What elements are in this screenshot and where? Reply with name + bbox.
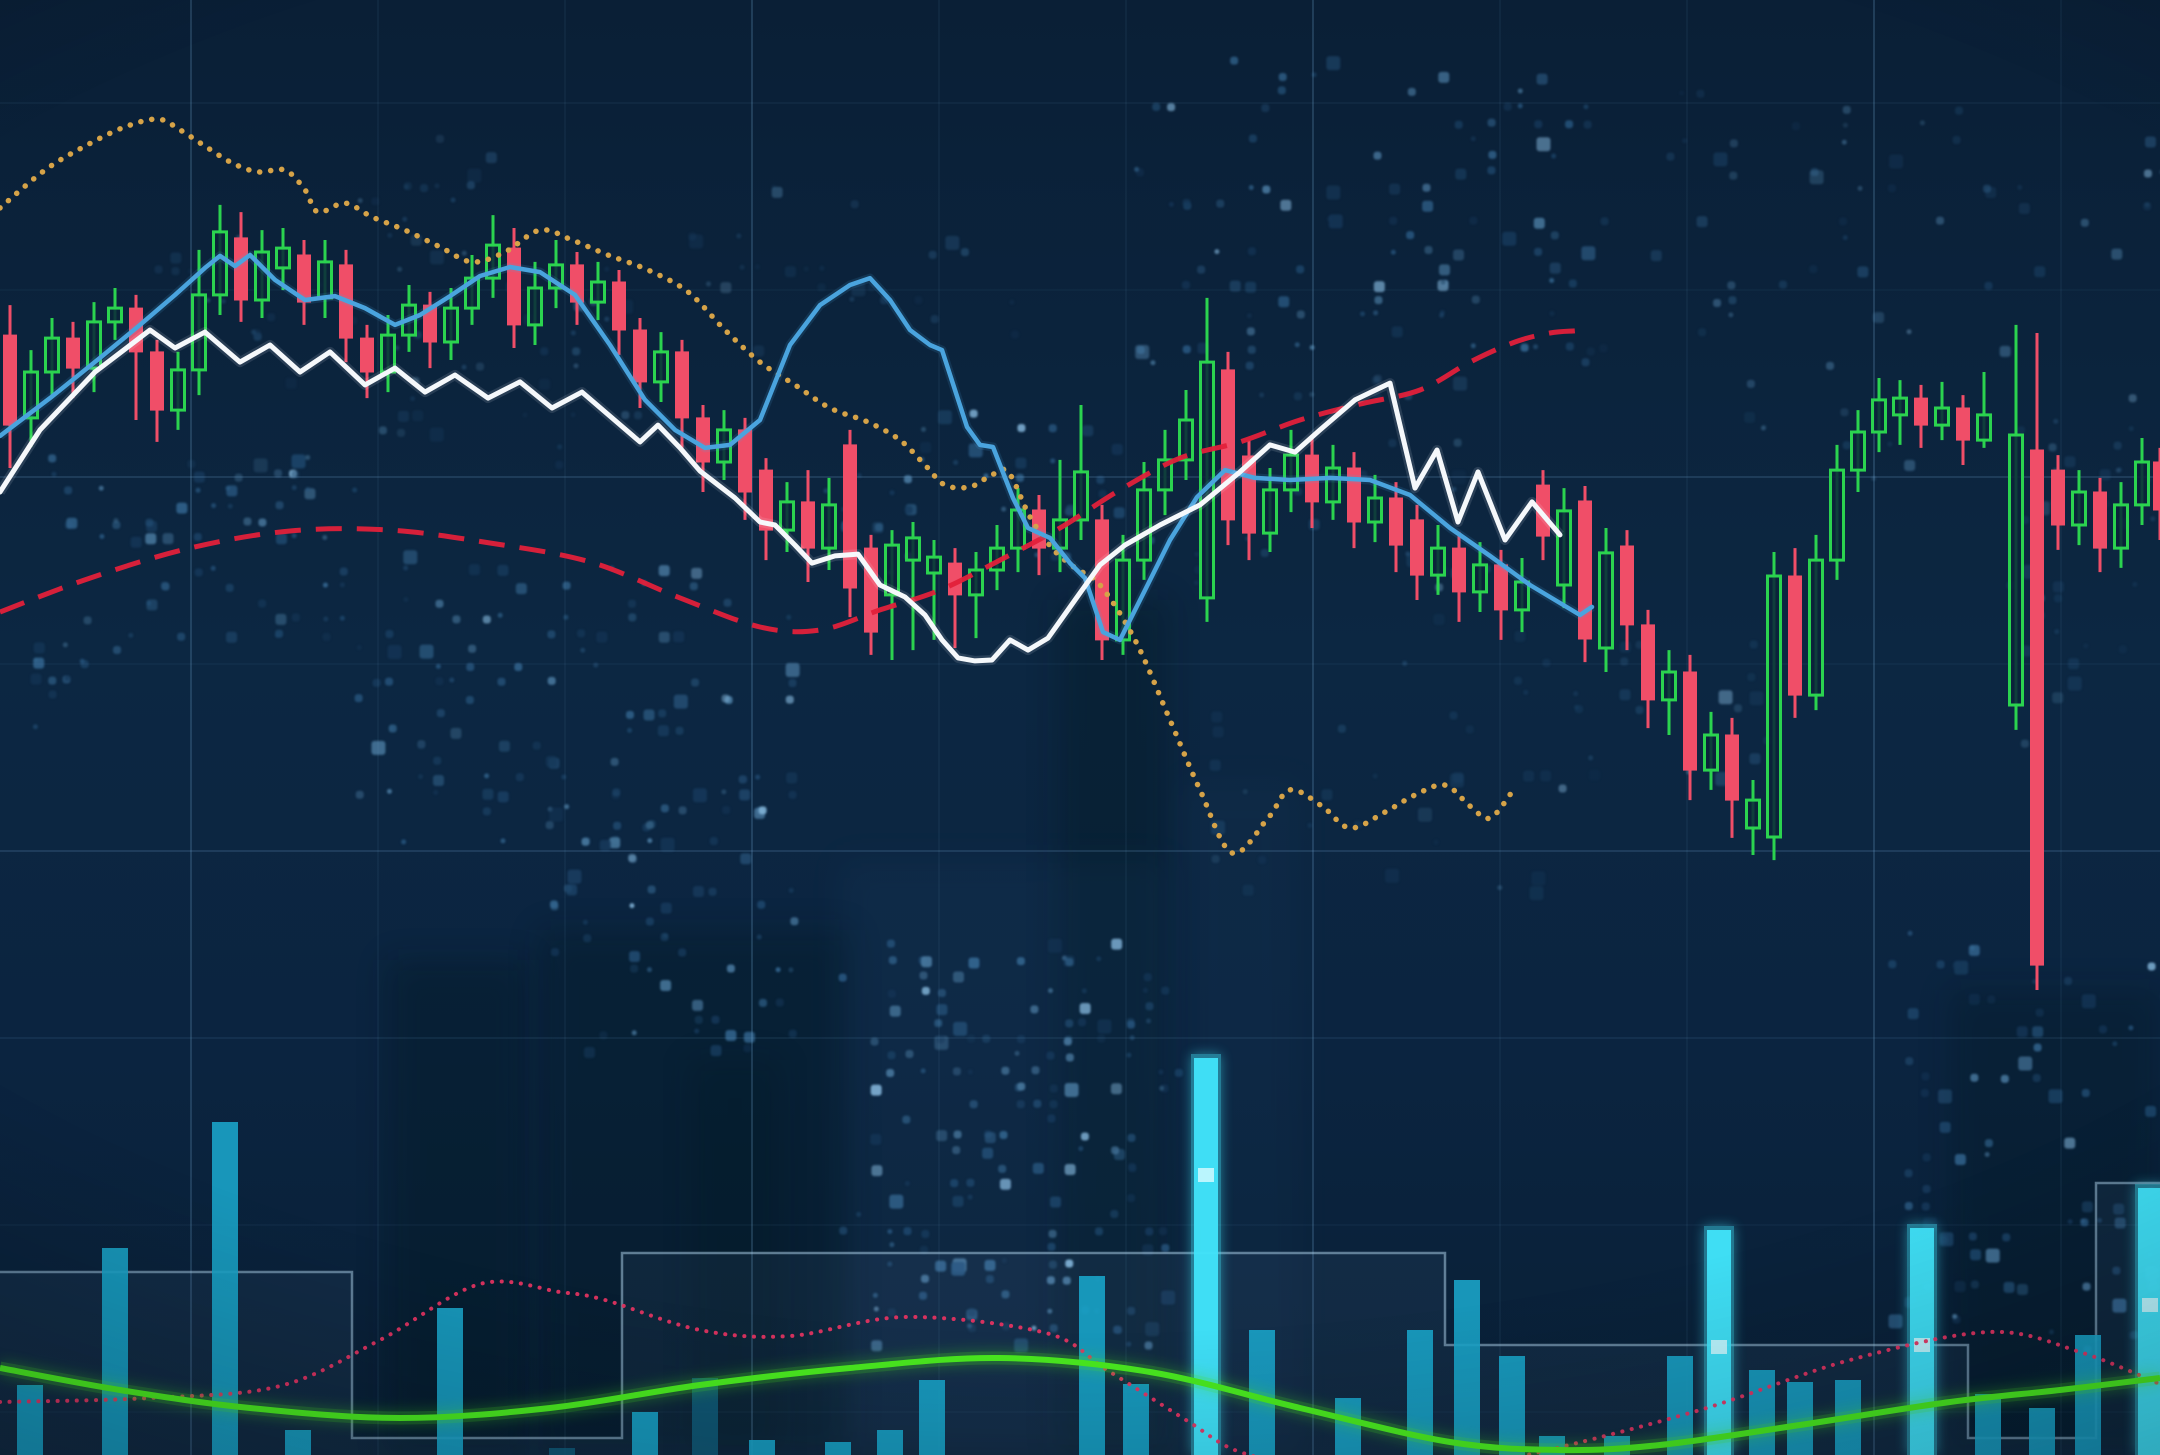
stock-market-chart-wallpaper — [0, 0, 2160, 1455]
chart-canvas — [0, 0, 2160, 1455]
